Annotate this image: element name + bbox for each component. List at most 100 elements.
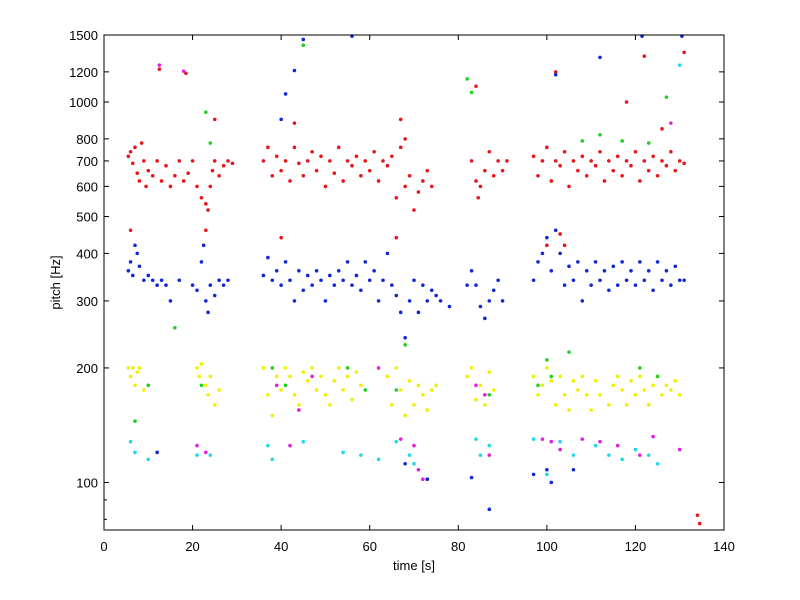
data-point-yellow [319, 374, 323, 379]
data-point-red [478, 184, 483, 189]
data-point-blue [576, 260, 580, 264]
data-point-blue [416, 310, 421, 315]
data-point-red [607, 159, 611, 163]
data-point-red [567, 184, 571, 189]
data-point-yellow [483, 403, 487, 407]
data-point-red [137, 179, 142, 183]
data-point-red [496, 159, 500, 163]
data-point-yellow [288, 374, 292, 379]
data-point-blue [212, 293, 217, 298]
y-tick-label: 1000 [69, 95, 98, 110]
x-tick-label: 60 [362, 539, 376, 554]
data-point-cyan [133, 450, 137, 455]
data-point-blue [425, 477, 430, 481]
data-point-magenta [204, 450, 208, 455]
data-point-red [292, 145, 297, 150]
data-point-yellow [607, 403, 611, 407]
data-point-blue [208, 283, 213, 287]
x-tick-label: 0 [100, 539, 107, 554]
data-point-yellow [646, 403, 651, 407]
series-magenta [157, 63, 682, 481]
data-point-red [474, 179, 478, 183]
data-point-cyan [474, 437, 478, 441]
data-point-green [283, 383, 288, 388]
data-point-cyan [266, 443, 270, 448]
data-point-red [403, 184, 407, 189]
data-point-green [469, 90, 474, 95]
data-point-yellow [589, 408, 593, 412]
data-point-yellow [199, 362, 204, 366]
data-point-blue [385, 251, 390, 256]
data-point-yellow [434, 383, 438, 388]
data-point-blue [164, 283, 168, 287]
data-point-blue [615, 283, 620, 287]
data-point-blue [651, 288, 655, 293]
data-point-blue [398, 310, 403, 315]
data-point-green [598, 132, 602, 137]
data-point-green [345, 366, 350, 370]
data-point-green [465, 77, 469, 81]
data-point-yellow [297, 403, 301, 407]
data-point-cyan [531, 437, 536, 441]
data-point-yellow [567, 408, 571, 412]
data-point-blue [372, 269, 376, 273]
data-point-red [562, 243, 567, 248]
data-point-blue [292, 68, 297, 73]
data-point-blue [177, 278, 182, 283]
data-point-red [359, 173, 363, 178]
data-point-yellow [425, 408, 430, 412]
data-point-blue [126, 269, 131, 273]
data-point-red [403, 137, 407, 141]
data-point-yellow [664, 383, 669, 388]
data-point-cyan [593, 443, 598, 448]
data-point-magenta [421, 477, 425, 481]
data-point-yellow [197, 374, 202, 379]
data-point-magenta [157, 63, 162, 67]
y-tick-label: 200 [76, 361, 98, 376]
data-point-blue [496, 278, 500, 283]
data-point-blue [593, 260, 598, 264]
data-point-red [128, 228, 133, 233]
data-point-cyan [478, 453, 483, 457]
data-point-red [314, 168, 319, 173]
data-point-red [381, 159, 385, 163]
data-point-cyan [301, 439, 306, 444]
data-point-red [483, 168, 487, 173]
data-point-blue [491, 288, 496, 293]
data-point-red [562, 149, 567, 154]
data-point-magenta [651, 434, 655, 439]
data-point-red [173, 173, 177, 178]
data-point-yellow [345, 374, 350, 379]
data-point-red [682, 50, 686, 55]
data-point-blue [130, 273, 135, 278]
data-point-blue [487, 299, 492, 303]
data-point-blue [354, 273, 359, 278]
data-point-blue [270, 278, 275, 283]
data-point-red [390, 154, 394, 159]
data-point-yellow [677, 392, 682, 397]
data-point-blue [297, 269, 301, 273]
data-point-green [638, 366, 642, 370]
data-point-blue [206, 310, 210, 315]
data-point-blue [536, 260, 540, 264]
data-point-blue [571, 467, 576, 472]
data-point-yellow [305, 379, 310, 383]
data-point-blue [301, 37, 306, 42]
data-point-red [412, 208, 416, 212]
data-point-yellow [474, 397, 478, 402]
data-point-blue [611, 264, 616, 269]
data-point-blue [323, 299, 328, 303]
data-point-red [226, 159, 230, 163]
data-point-red [536, 173, 540, 178]
data-point-green [620, 139, 624, 143]
data-point-magenta [310, 374, 314, 379]
data-point-cyan [620, 457, 624, 462]
data-point-red [367, 168, 372, 173]
data-point-blue [602, 269, 607, 273]
data-point-magenta [288, 443, 292, 448]
data-point-yellow [629, 379, 633, 383]
data-point-cyan [376, 457, 381, 462]
data-point-red [130, 161, 135, 166]
data-point-red [673, 168, 678, 173]
data-point-red [425, 168, 430, 173]
